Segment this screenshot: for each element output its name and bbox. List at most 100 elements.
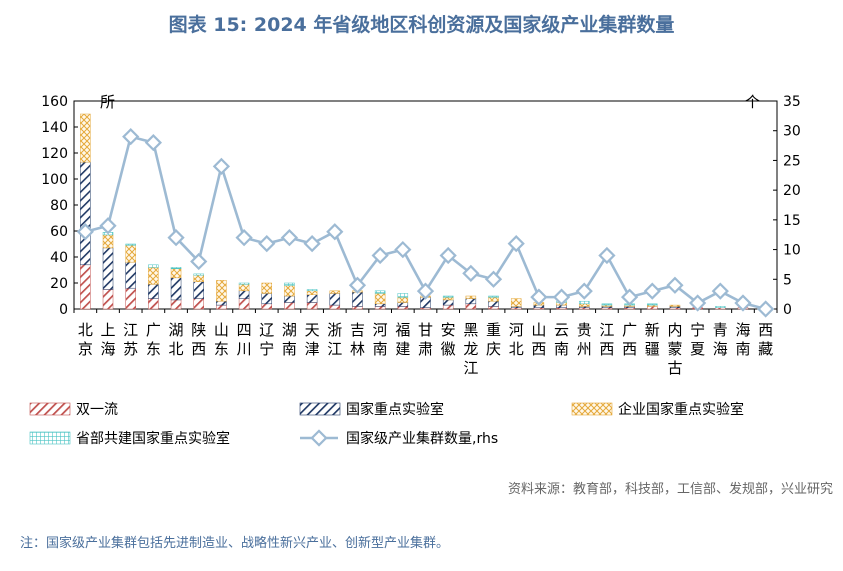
right-axis-tick-label: 35: [783, 94, 801, 110]
right-axis-tick-label: 30: [783, 124, 801, 140]
bar-shengbu: [193, 273, 204, 276]
line-point: [76, 223, 94, 241]
line-point: [280, 229, 299, 247]
line-point: [122, 128, 140, 146]
left-axis-tick-label: 40: [50, 250, 68, 266]
bar-guojiazhongdian: [374, 303, 386, 307]
bar-shengbu: [715, 306, 726, 308]
left-axis-tick-label: 0: [59, 302, 68, 318]
line-point: [190, 252, 208, 271]
bar-guojiazhongdian: [442, 299, 454, 306]
bar-guojiazhongdian: [238, 290, 250, 299]
legend-swatch-shuangyiliu: [29, 402, 71, 416]
line-point: [394, 240, 412, 259]
bar-shengbu: [125, 243, 136, 246]
line-point: [507, 235, 525, 253]
bar-shuangyiliu: [374, 306, 386, 310]
legend-swatch-qiye: [571, 402, 613, 416]
legend-swatch-shengbu: [29, 431, 71, 445]
bar-shuangyiliu: [148, 298, 159, 310]
bar-shengbu: [374, 290, 386, 294]
bar-guojiazhongdian: [102, 247, 114, 290]
bar-guojiazhongdian: [284, 295, 295, 303]
bar-qiye: [238, 284, 250, 292]
line-point: [258, 235, 276, 253]
x-tick-label: 江西: [599, 321, 614, 358]
bar-qiye: [397, 297, 409, 303]
bar-shuangyiliu: [193, 298, 204, 310]
x-tick-label: 贵州: [577, 321, 592, 358]
x-tick-label: 辽宁: [259, 321, 274, 358]
line-point: [99, 217, 117, 235]
x-tick-label: 青海: [713, 321, 728, 358]
x-tick-label: 海南: [735, 321, 750, 358]
bar-guojiazhongdian: [170, 277, 182, 301]
legend-label: 省部共建国家重点实验室: [76, 430, 230, 447]
footnote: 注：国家级产业集群包括先进制造业、战略性新兴产业、创新型产业集群。: [20, 536, 450, 551]
right-axis-tick-label: 0: [783, 302, 792, 318]
x-tick-label: 云南: [554, 321, 569, 358]
x-tick-label: 广东: [146, 321, 161, 358]
legend-swatch-guojiazhongdian: [299, 402, 341, 416]
bar-shengbu: [601, 303, 613, 306]
axes-group: 0 20 40 60 80 100 120 140 160 0 5 10 15 20 25 30 35 所 个: [41, 93, 801, 318]
line-group: [76, 128, 775, 318]
right-axis-unit: 个: [745, 93, 760, 111]
x-tick-label: 福建: [395, 321, 410, 358]
left-axis-tick-label: 20: [50, 276, 68, 292]
x-tick-label: 湖北: [169, 321, 184, 358]
bar-shuangyiliu: [329, 304, 341, 310]
bar-shengbu: [647, 303, 658, 306]
bar-shuangyiliu: [261, 303, 273, 310]
x-tick-label: 广西: [622, 321, 637, 358]
bar-shengbu: [284, 282, 295, 286]
x-tick-label: 河北: [509, 321, 524, 358]
bar-shengbu: [578, 300, 590, 305]
line-point: [371, 246, 389, 265]
x-tick-label: 安徽: [441, 321, 456, 358]
x-tick-label: 上海: [101, 321, 116, 358]
bar-shuangyiliu: [125, 287, 136, 310]
line-point: [598, 246, 616, 265]
bar-shuangyiliu: [284, 302, 295, 310]
bar-shengbu: [238, 282, 250, 285]
left-axis-tick-label: 160: [41, 94, 68, 110]
x-tick-label: 吉林: [350, 321, 365, 358]
bar-shengbu: [170, 267, 182, 269]
right-axis-tick-label: 5: [783, 272, 792, 288]
bar-shuangyiliu: [80, 264, 91, 310]
bar-shuangyiliu: [170, 299, 182, 310]
left-axis-tick-label: 100: [41, 172, 68, 188]
bar-guojiazhongdian: [193, 281, 204, 299]
legend-marker-line: [310, 429, 328, 447]
x-tick-label: 湖南: [282, 321, 297, 358]
line-point: [484, 270, 503, 288]
x-tick-label: 重庆: [486, 321, 501, 358]
line-point: [235, 229, 253, 247]
legend-label: 国家级产业集群数量,rhs: [346, 430, 498, 447]
x-tick-label: 北京: [78, 321, 93, 358]
x-tick-label: 黑龙江: [463, 321, 478, 377]
legend-label: 双一流: [76, 402, 118, 418]
x-tick-label: 浙江: [327, 321, 342, 358]
left-axis-tick-label: 80: [50, 198, 68, 214]
bar-shuangyiliu: [102, 289, 114, 310]
bar-guojiazhongdian: [397, 302, 409, 307]
bar-qiye: [193, 274, 204, 282]
bar-qiye: [329, 290, 341, 294]
line-point: [711, 282, 729, 300]
x-tick-label: 宁夏: [690, 321, 705, 358]
x-tick-label: 山东: [214, 321, 229, 358]
bar-qiye: [284, 285, 295, 297]
bar-qiye: [261, 282, 273, 294]
left-axis-tick-label: 120: [41, 146, 68, 162]
bar-qiye: [306, 290, 318, 295]
bar-qiye: [216, 280, 227, 302]
bar-guojiazhongdian: [306, 294, 318, 303]
bar-qiye: [578, 303, 590, 307]
line-point: [144, 133, 162, 152]
line-point: [552, 288, 571, 306]
bar-qiye: [102, 234, 114, 249]
bar-shuangyiliu: [442, 304, 454, 310]
